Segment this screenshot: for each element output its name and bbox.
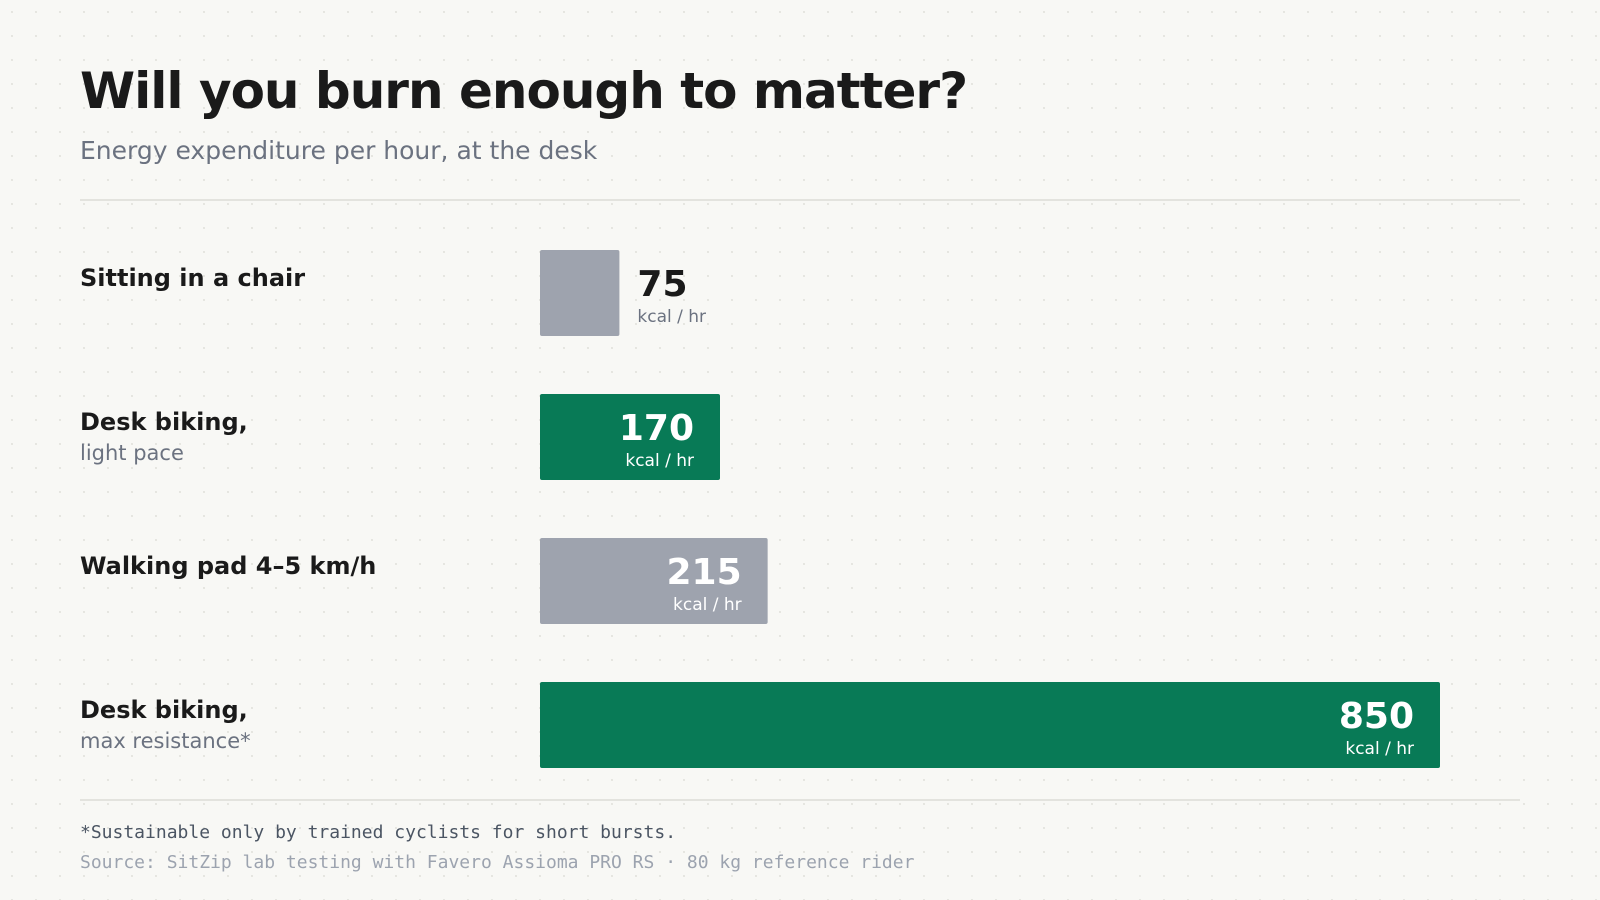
unit-label: kcal / hr xyxy=(673,595,742,615)
value-label: 215 xyxy=(666,552,741,593)
unit-label: kcal / hr xyxy=(625,451,694,471)
footnote: *Sustainable only by trained cyclists fo… xyxy=(80,822,676,843)
category-label: Desk biking, xyxy=(80,696,248,724)
category-sublabel: max resistance* xyxy=(80,729,251,753)
category-label: Sitting in a chair xyxy=(80,264,305,292)
chart-subtitle: Energy expenditure per hour, at the desk xyxy=(80,136,598,165)
value-label: 75 xyxy=(637,264,687,305)
unit-label: kcal / hr xyxy=(637,307,706,327)
category-sublabel: light pace xyxy=(80,441,184,465)
bar xyxy=(540,538,768,624)
category-label: Walking pad 4–5 km/h xyxy=(80,552,376,580)
value-label: 850 xyxy=(1339,696,1414,737)
bar xyxy=(540,394,720,480)
source: Source: SitZip lab testing with Favero A… xyxy=(80,852,915,873)
bar xyxy=(540,682,1440,768)
unit-label: kcal / hr xyxy=(1345,739,1414,759)
value-label: 170 xyxy=(619,408,694,449)
chart-title: Will you burn enough to matter? xyxy=(80,62,967,120)
category-label: Desk biking, xyxy=(80,408,248,436)
bar xyxy=(540,250,620,336)
